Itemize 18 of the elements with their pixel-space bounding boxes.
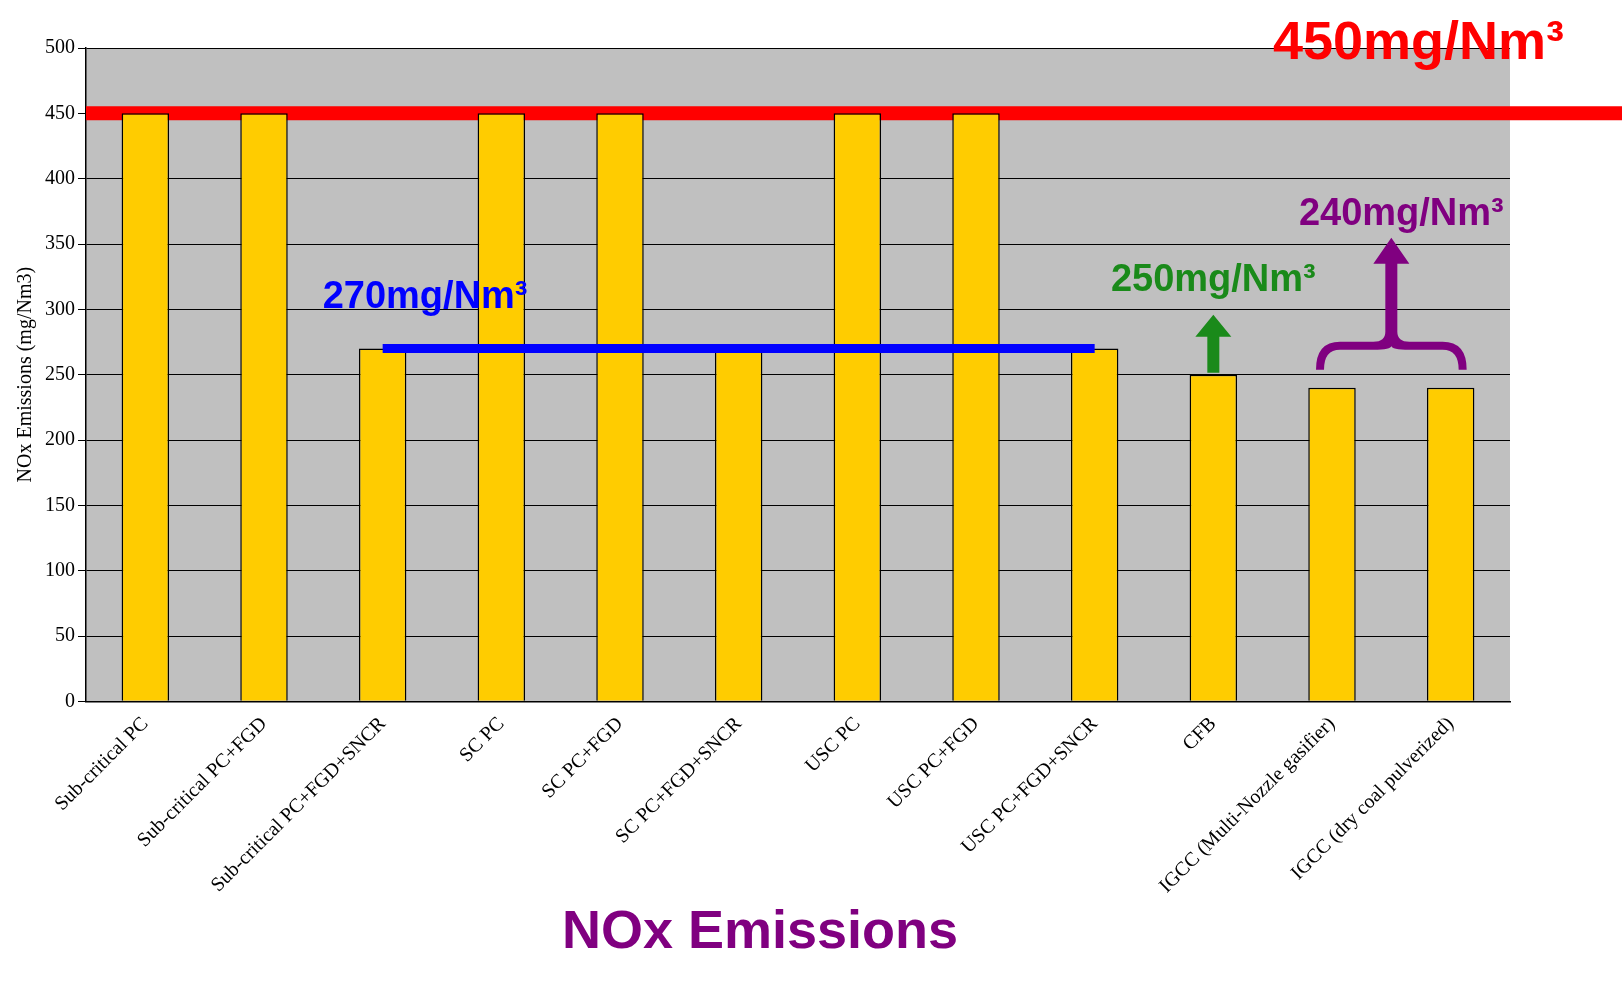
y-tick-label: 300 (45, 296, 75, 319)
y-tick-label: 0 (65, 688, 75, 711)
y-tick-label: 50 (55, 623, 75, 646)
text: NOx Emissions (561, 899, 959, 960)
y-tick-label: 150 (45, 492, 75, 515)
annotation: 240mg/Nm³ (1298, 191, 1504, 234)
x-tick-label: CFB (1177, 711, 1220, 755)
y-tick-label: 200 (45, 427, 75, 450)
annotation: 250mg/Nm³ (1110, 257, 1316, 300)
y-tick-label: 400 (45, 165, 75, 188)
x-tick-label: SC PC (454, 711, 508, 766)
y-tick-label: 250 (45, 361, 75, 384)
y-axis-title: NOx Emissions (mg/Nm3) (13, 266, 37, 483)
y-tick-label: 100 (45, 557, 75, 580)
y-tick-label: 350 (45, 231, 75, 254)
x-tick-label: USC PC (799, 711, 864, 776)
y-tick-label: 450 (45, 100, 75, 123)
y-tick-label: 500 (45, 35, 75, 58)
